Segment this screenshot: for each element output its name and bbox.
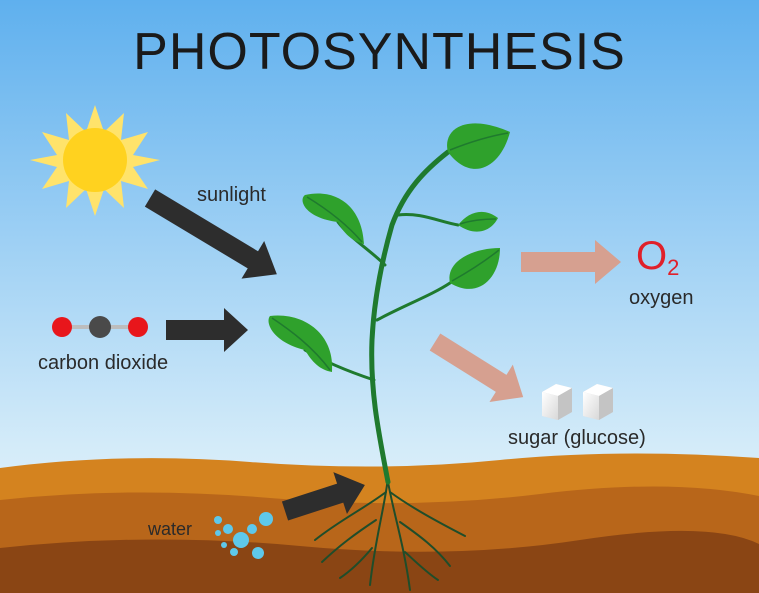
water-arrow	[281, 472, 365, 521]
sugar-cube-icon	[542, 384, 613, 420]
branch-stem-right-middle	[375, 281, 452, 322]
leaf-left-upper	[302, 193, 364, 244]
plant-icon	[268, 123, 510, 485]
main-stem	[369, 149, 451, 485]
oxygen-label: oxygen	[629, 287, 694, 309]
carbon-dioxide-arrow	[166, 308, 248, 352]
carbon-dioxide-label: carbon dioxide	[38, 352, 169, 374]
leaf-small-right	[458, 211, 498, 232]
oxygen-subscript: 2	[667, 255, 680, 280]
branch-stem-right-small	[396, 212, 460, 227]
water-drop-icon	[214, 512, 273, 559]
oxygen-arrow	[521, 240, 621, 284]
water-label: water	[148, 519, 193, 539]
plant-roots	[314, 477, 466, 591]
leaf-top	[447, 123, 510, 169]
oxygen-formula: O2	[636, 236, 679, 279]
soil-layer-bottom	[0, 530, 759, 593]
oxygen-symbol: O	[636, 234, 668, 278]
sunlight-arrow	[144, 189, 277, 279]
sugar-arrow	[429, 333, 524, 402]
leaf-left-lower	[268, 315, 333, 372]
sugar-label: sugar (glucose)	[508, 427, 646, 449]
page-title: PHOTOSYNTHESIS	[133, 23, 626, 81]
sun-icon	[30, 105, 160, 216]
co2-molecule-icon	[52, 316, 148, 338]
sunlight-label: sunlight	[197, 184, 266, 206]
